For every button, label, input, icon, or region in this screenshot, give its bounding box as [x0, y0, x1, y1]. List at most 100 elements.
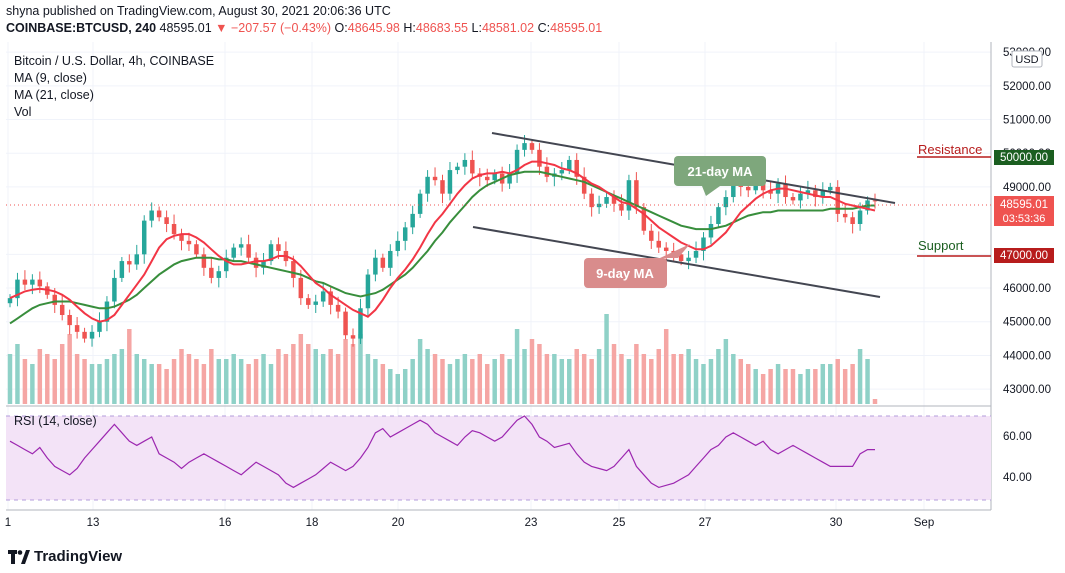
- open-label: O:: [334, 21, 348, 35]
- volume-bar: [634, 344, 639, 404]
- candle-body: [15, 279, 20, 299]
- volume-bar: [298, 334, 304, 404]
- volume-bar: [186, 354, 192, 404]
- legend-vol[interactable]: Vol: [14, 105, 32, 119]
- candle-body: [470, 159, 475, 174]
- candle-body: [828, 186, 833, 191]
- volume-bar: [552, 354, 557, 404]
- legend-ma21[interactable]: MA (21, close): [14, 88, 94, 102]
- support-label: Support: [918, 238, 964, 253]
- volume-bar: [97, 364, 102, 404]
- low-value: 48581.02: [481, 21, 535, 35]
- y-tick-label: 45000.00: [1003, 317, 1051, 329]
- volume-bar: [537, 344, 542, 404]
- volume-bar: [350, 344, 356, 404]
- volume-bar: [74, 354, 80, 404]
- candle-body: [37, 279, 43, 287]
- candle-body: [224, 257, 229, 272]
- candle-body: [686, 257, 691, 262]
- ma21-annotation: 21-day MA: [674, 156, 766, 196]
- volume-bar: [842, 369, 848, 404]
- candle-body: [641, 207, 647, 231]
- candle-body: [201, 254, 207, 268]
- volume-bar: [507, 359, 512, 404]
- volume-bar: [37, 349, 43, 404]
- candle-body: [790, 197, 796, 201]
- volume-bar: [343, 339, 348, 404]
- countdown-value: 03:53:36: [1003, 213, 1046, 225]
- candle-body: [119, 261, 125, 278]
- volume-bar: [246, 364, 251, 404]
- candle-body: [783, 183, 788, 198]
- volume-bar: [224, 359, 229, 404]
- candle-body: [313, 301, 318, 305]
- x-tick-label: 1: [5, 517, 11, 529]
- publish-header: shyna published on TradingView.com, Augu…: [6, 4, 391, 18]
- volume-bar: [581, 354, 587, 404]
- close-label: C:: [537, 21, 551, 35]
- candle-body: [559, 170, 565, 174]
- volume-bar: [462, 354, 468, 404]
- candle-body: [7, 298, 13, 304]
- candle-body: [261, 261, 266, 268]
- x-tick-label: 18: [306, 517, 319, 529]
- volume-bar: [492, 359, 497, 404]
- candle-body: [149, 210, 154, 221]
- candle-body: [872, 200, 878, 202]
- legend-ma9[interactable]: MA (9, close): [14, 71, 87, 85]
- volume-bar: [141, 359, 147, 404]
- volume-bar: [738, 359, 744, 404]
- volume-bar: [261, 354, 266, 404]
- volume-bar: [820, 364, 826, 404]
- candle-body: [425, 176, 430, 194]
- volume-bar: [179, 349, 184, 404]
- candle-body: [626, 180, 632, 211]
- y-tick-label: 52000.00: [1003, 81, 1051, 93]
- currency-button[interactable]: [1011, 50, 1043, 68]
- volume-bar: [716, 349, 721, 404]
- candle-body: [67, 315, 72, 326]
- x-tick-label: 20: [392, 517, 405, 529]
- rsi-tick-40: 40.00: [1003, 472, 1032, 484]
- volume-bar: [410, 359, 415, 404]
- chart-legend: Bitcoin / U.S. Dollar, 4h, COINBASE MA (…: [14, 53, 214, 121]
- volume-bar: [112, 354, 117, 404]
- volume-bar: [663, 329, 669, 404]
- svg-text:21-day MA: 21-day MA: [687, 164, 753, 179]
- candle-body: [798, 193, 803, 201]
- high-label: H:: [403, 21, 416, 35]
- candle-body: [171, 224, 177, 235]
- ma9-annotation: 9-day MA: [584, 244, 690, 288]
- volume-bar: [194, 359, 199, 404]
- y-tick-label: 43000.00: [1003, 384, 1051, 396]
- volume-bar: [447, 364, 453, 404]
- volume-bar: [485, 364, 490, 404]
- candle-body: [574, 159, 579, 177]
- legend-title: Bitcoin / U.S. Dollar, 4h, COINBASE: [14, 54, 215, 68]
- candle-body: [268, 244, 274, 262]
- volume-bar: [52, 359, 57, 404]
- x-tick-label: 30: [830, 517, 843, 529]
- volume-bar: [596, 349, 602, 404]
- candle-body: [842, 213, 848, 218]
- tradingview-logo[interactable]: TradingView: [8, 548, 122, 565]
- volume-bar: [425, 349, 430, 404]
- currency-label[interactable]: USD: [1015, 54, 1038, 66]
- volume-bar: [641, 354, 647, 404]
- volume-bar: [328, 349, 333, 404]
- volume-bar: [544, 354, 550, 404]
- publish-info: shyna published on TradingView.com, Augu…: [6, 4, 391, 18]
- volume-bar: [59, 344, 65, 404]
- rsi-line: [9, 415, 875, 489]
- rsi-legend[interactable]: RSI (14, close): [14, 414, 97, 428]
- y-tick-label: 51000.00: [1003, 115, 1051, 127]
- candle-body: [343, 311, 348, 336]
- volume-bar: [253, 359, 259, 404]
- volume-bar: [850, 364, 855, 404]
- candle-body: [410, 213, 415, 228]
- candle-body: [537, 149, 542, 167]
- candle-body: [89, 331, 95, 339]
- volume-bar: [626, 359, 632, 404]
- volume-bar: [813, 369, 818, 404]
